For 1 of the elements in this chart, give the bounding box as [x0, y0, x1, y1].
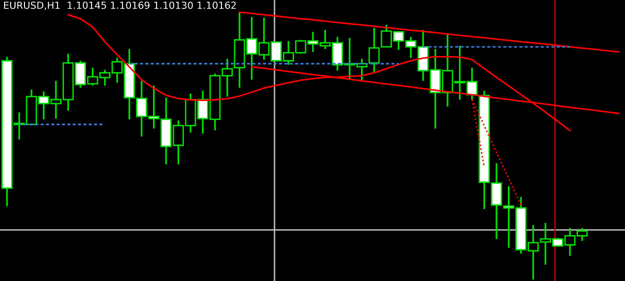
chart-title: EURUSD,H1 1.10145 1.10169 1.10130 1.10162 — [4, 2, 236, 10]
